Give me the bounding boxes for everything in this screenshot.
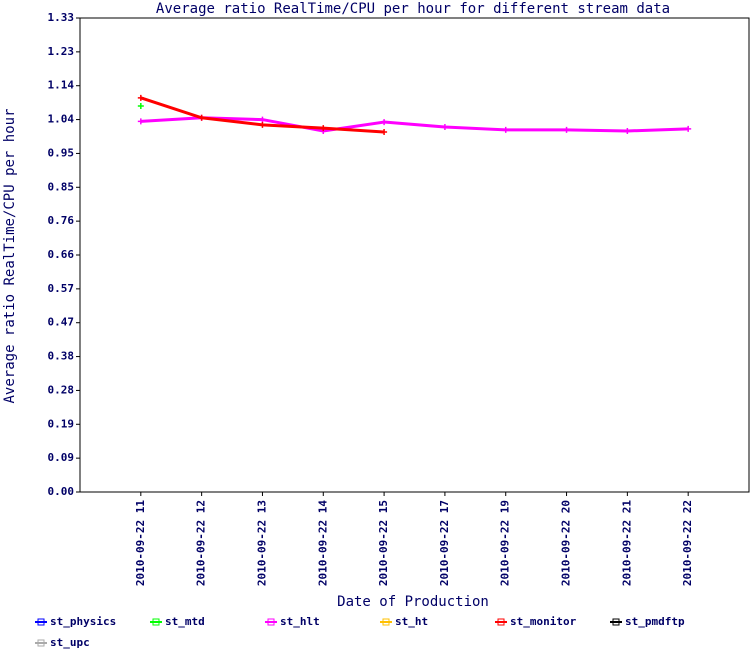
y-tick-label: 0.09 (48, 451, 75, 464)
point-marker (137, 103, 144, 110)
x-tick-label: 2010-09-22 19 (499, 500, 512, 586)
y-axis-label: Average ratio RealTime/CPU per hour (2, 108, 18, 403)
legend-label: st_ht (395, 615, 428, 628)
y-tick-label: 0.85 (48, 180, 75, 193)
point-marker (441, 124, 448, 131)
y-tick-label: 1.14 (48, 79, 75, 92)
y-tick-label: 0.00 (48, 485, 75, 498)
y-tick-label: 0.95 (48, 146, 75, 159)
y-tick-label: 0.19 (48, 417, 75, 430)
point-marker (198, 114, 205, 121)
point-marker (259, 121, 266, 128)
point-marker (320, 125, 327, 132)
point-marker (259, 116, 266, 123)
point-marker (381, 129, 388, 136)
legend-marker (152, 618, 160, 626)
legend-marker (37, 639, 45, 647)
plot-area (79, 17, 750, 493)
series-line (140, 116, 689, 133)
y-tick-label: 1.23 (48, 45, 75, 58)
y-tick-label: 0.28 (48, 383, 75, 396)
legend-marker (382, 618, 390, 626)
point-marker (685, 125, 692, 132)
y-tick-label: 0.47 (48, 316, 75, 329)
y-tick-label: 0.76 (48, 214, 75, 227)
legend-marker (37, 618, 45, 626)
y-tick-label: 0.66 (48, 248, 75, 261)
y-tick-label: 1.04 (48, 113, 75, 126)
y-tick-label: 0.57 (48, 282, 75, 295)
x-tick-label: 2010-09-22 13 (255, 500, 268, 586)
x-tick-label: 2010-09-22 21 (620, 500, 633, 586)
point-marker (624, 127, 631, 134)
x-tick-label: 2010-09-22 14 (316, 500, 329, 586)
y-tick-label: 1.33 (48, 11, 75, 24)
point-marker (502, 126, 509, 133)
legend-label: st_physics (50, 615, 116, 628)
x-tick-label: 2010-09-22 12 (195, 500, 208, 586)
point-marker (137, 94, 144, 101)
chart-title: Average ratio RealTime/CPU per hour for … (156, 1, 670, 17)
x-axis-label: Date of Production (337, 594, 489, 610)
legend-label: st_monitor (510, 615, 577, 628)
point-marker (137, 118, 144, 125)
legend-marker (612, 618, 620, 626)
legend-label: st_hlt (280, 615, 320, 628)
x-tick-label: 2010-09-22 20 (560, 500, 573, 586)
legend-marker (497, 618, 505, 626)
point-marker (563, 126, 570, 133)
point-marker (381, 119, 388, 126)
legend-label: st_mtd (165, 615, 205, 628)
x-tick-label: 2010-09-22 22 (681, 500, 694, 586)
x-tick-label: 2010-09-22 15 (377, 500, 390, 586)
legend-marker (267, 618, 275, 626)
legend-label: st_pmdftp (625, 615, 685, 628)
x-tick-label: 2010-09-22 17 (438, 500, 451, 586)
x-tick-label: 2010-09-22 11 (134, 500, 147, 586)
legend-label: st_upc (50, 636, 90, 649)
y-tick-label: 0.38 (48, 350, 75, 363)
